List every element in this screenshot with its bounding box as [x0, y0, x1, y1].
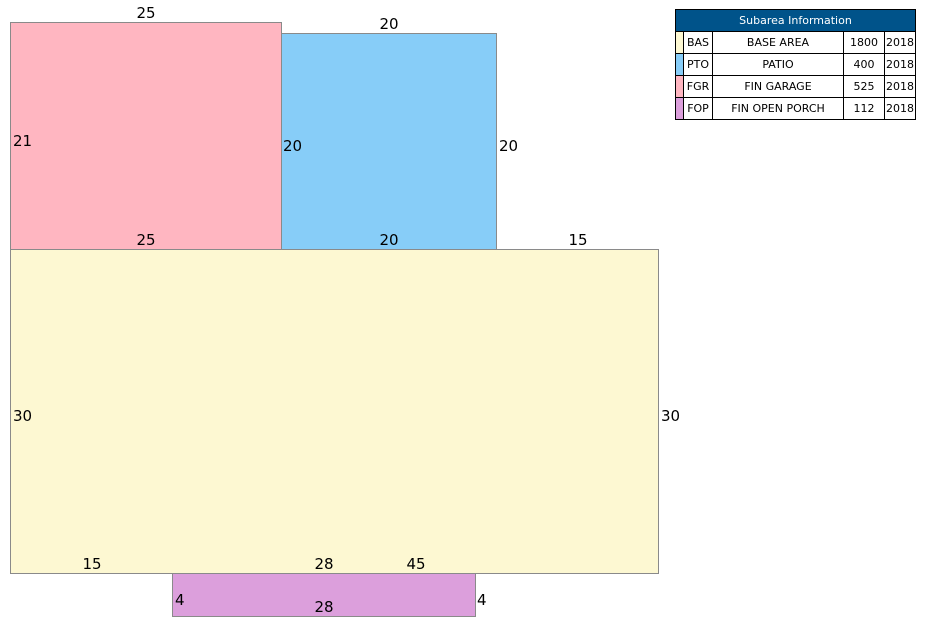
legend-size: 1800	[843, 31, 885, 54]
garage-top-dimension: 25	[136, 4, 156, 22]
base-bottom-left-dimension: 15	[82, 555, 102, 573]
patio-bottom-dimension: 20	[379, 231, 399, 249]
legend-description: FIN OPEN PORCH	[712, 97, 844, 120]
legend-description: FIN GARAGE	[712, 75, 844, 98]
base-top-right-dimension: 15	[568, 231, 588, 249]
legend-code: BAS	[683, 31, 713, 54]
legend-swatch	[675, 53, 684, 76]
legend-row: FOP FIN OPEN PORCH 112 2018	[675, 97, 916, 120]
legend-year: 2018	[884, 53, 916, 76]
legend-code: PTO	[683, 53, 713, 76]
legend-year: 2018	[884, 31, 916, 54]
garage-bottom-dimension: 25	[136, 231, 156, 249]
legend-year: 2018	[884, 75, 916, 98]
legend-swatch	[675, 97, 684, 120]
area-base	[10, 249, 659, 574]
legend-description: BASE AREA	[712, 31, 844, 54]
legend-swatch	[675, 31, 684, 54]
legend-row: FGR FIN GARAGE 525 2018	[675, 75, 916, 98]
patio-top-dimension: 20	[379, 15, 399, 33]
area-fin-open-porch	[172, 573, 476, 617]
legend-swatch	[675, 75, 684, 98]
porch-right-dimension: 4	[477, 591, 487, 609]
base-left-dimension: 30	[13, 407, 33, 425]
subarea-legend: Subarea Information BAS BASE AREA 1800 2…	[675, 9, 916, 120]
area-patio	[281, 33, 497, 251]
base-bottom-right-dimension: 45	[406, 555, 426, 573]
porch-bottom-dimension: 28	[314, 598, 334, 616]
garage-left-dimension: 21	[13, 132, 33, 150]
legend-code: FGR	[683, 75, 713, 98]
legend-code: FOP	[683, 97, 713, 120]
legend-row: PTO PATIO 400 2018	[675, 53, 916, 76]
area-fin-garage	[10, 22, 282, 251]
legend-description: PATIO	[712, 53, 844, 76]
porch-left-dimension: 4	[175, 591, 185, 609]
legend-title: Subarea Information	[675, 9, 916, 32]
legend-row: BAS BASE AREA 1800 2018	[675, 31, 916, 54]
legend-year: 2018	[884, 97, 916, 120]
base-bottom-mid-dimension: 28	[314, 555, 334, 573]
legend-size: 400	[843, 53, 885, 76]
patio-right-dimension: 20	[499, 137, 519, 155]
garage-right-dimension: 20	[283, 137, 303, 155]
base-right-dimension: 30	[661, 407, 681, 425]
legend-size: 525	[843, 75, 885, 98]
legend-size: 112	[843, 97, 885, 120]
